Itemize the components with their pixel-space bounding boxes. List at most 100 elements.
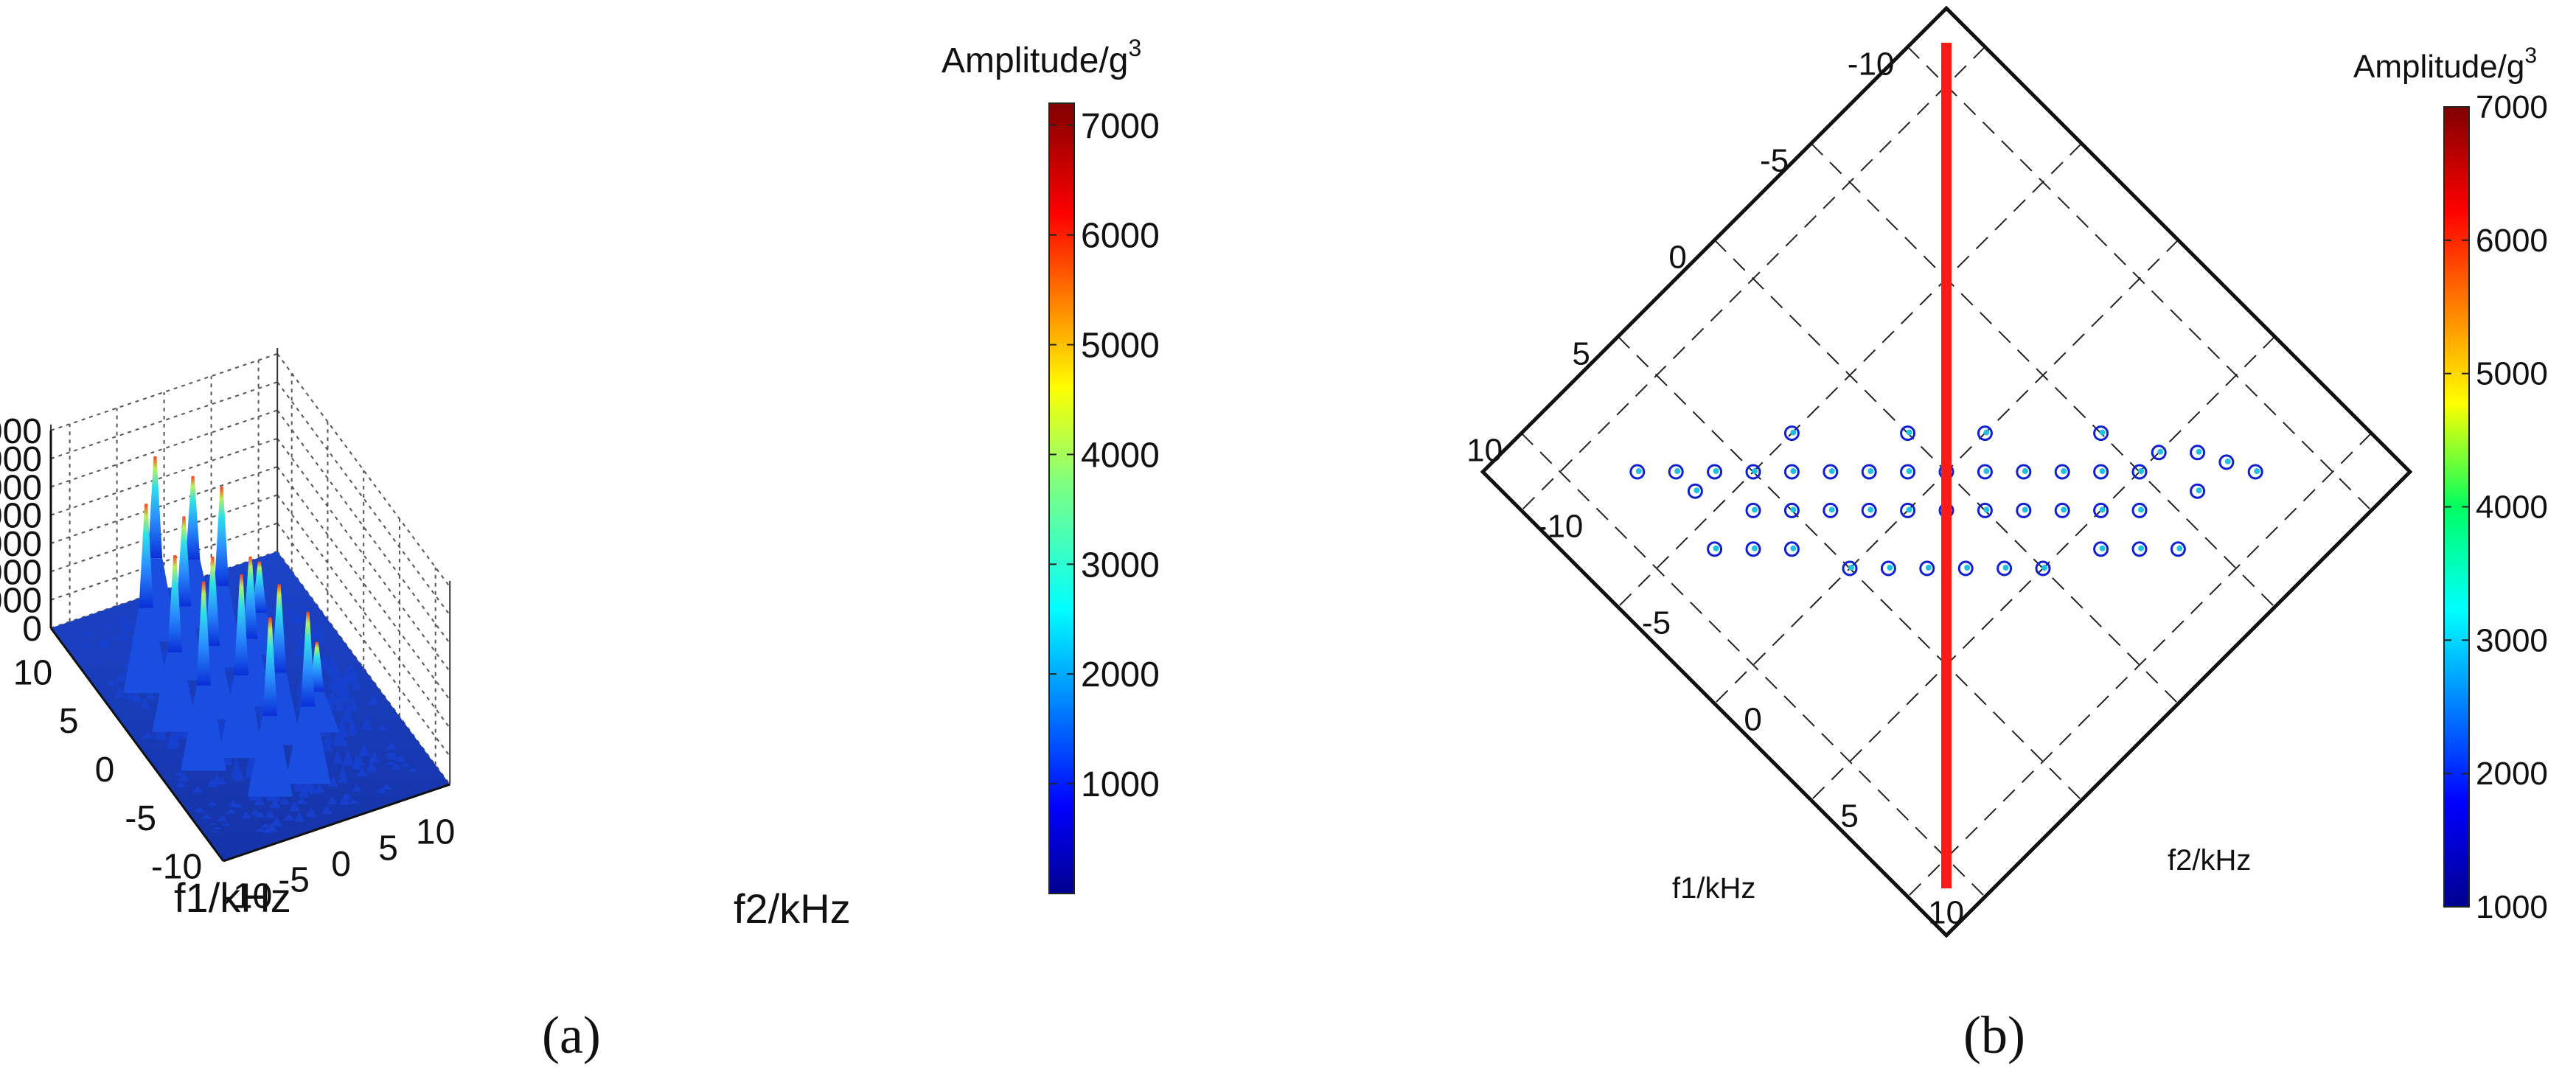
colorbar-a-tick-label: 6000 [1081, 217, 1160, 256]
contour-spot [1861, 502, 1877, 518]
surface-bump [116, 615, 128, 626]
contour-ring [2247, 464, 2263, 480]
surface-plot-panel: 010002000300040005000600070001050-5-10-1… [0, 35, 1160, 1065]
y-tick-label: 0 [331, 845, 351, 884]
contour-spot [1707, 464, 1723, 480]
surface-bump [388, 751, 399, 760]
contour-spot [1977, 425, 1993, 442]
contour-core [2022, 468, 2028, 474]
contour-core [1713, 468, 1719, 474]
colorbar-b-tick-label: 2000 [2476, 756, 2548, 792]
contour-f2-tick-label: -5 [1642, 605, 1671, 641]
surface-bump [348, 798, 359, 804]
panel-b-caption: (b) [1963, 1006, 2025, 1065]
surface-bump [351, 753, 362, 770]
peak-spike [185, 476, 201, 560]
surface-bump [265, 809, 276, 818]
z-tick-label: 1000 [0, 582, 42, 621]
contour-core [2002, 565, 2009, 571]
surface-bump [173, 770, 184, 776]
surface-plot-grid [49, 347, 451, 785]
surface-bump [407, 767, 418, 772]
contour-ring [1687, 483, 1703, 499]
surface-tick-labels: 010002000300040005000600070001050-5-10-1… [0, 412, 455, 916]
contour-ring [1880, 560, 1896, 577]
contour-spot [1745, 502, 1761, 518]
contour-spot [1687, 483, 1703, 499]
surface-bump [175, 781, 187, 788]
contour-ring [1997, 560, 2013, 577]
surface-bump [386, 760, 397, 765]
contour-core [2196, 448, 2202, 455]
panel-a-caption: (a) [542, 1006, 601, 1065]
surface-bump [195, 807, 206, 812]
contour-core [1983, 468, 1990, 474]
surface-bump [330, 661, 341, 678]
peak-spike [176, 516, 192, 607]
peak-spike [139, 504, 153, 608]
surface-bump [327, 796, 338, 804]
y-tick-label: 10 [416, 813, 455, 852]
peak-spike [300, 611, 316, 707]
y-axis-label: f2/kHz [734, 885, 851, 932]
peak-base [152, 652, 198, 732]
colorbar-b-title-text: Amplitude/g [2353, 49, 2524, 85]
surface-bump [271, 816, 282, 826]
surface-bump [321, 805, 333, 815]
contour-core [2224, 458, 2231, 464]
surface-bump [95, 641, 106, 646]
contour-ring [2131, 502, 2148, 518]
z-tick-label: 4000 [0, 497, 42, 536]
contour-spot [1783, 464, 1800, 480]
contour-spots [1629, 425, 2263, 577]
surface-bump [228, 799, 239, 807]
peak-base [123, 607, 169, 693]
surface-bump [106, 679, 117, 686]
surface-bump [376, 787, 387, 794]
surface-bump [361, 716, 372, 731]
contour-spot [2190, 445, 2206, 461]
contour-ring [1823, 464, 1839, 480]
contour-core [1887, 565, 1893, 571]
contour-spot [1997, 560, 2013, 577]
colorbar-a-tick-label: 2000 [1081, 655, 1160, 694]
surface-bump [340, 670, 351, 685]
colorbar-a-title-text: Amplitude/g [941, 41, 1128, 80]
contour-core [1983, 506, 1990, 513]
contour-f2-tick-label: 0 [1744, 701, 1761, 737]
contour-ring [1919, 560, 1935, 577]
contour-ring [1745, 502, 1761, 518]
contour-core [2099, 545, 2106, 551]
contour-core [1752, 506, 1758, 513]
peak-base [218, 675, 265, 758]
surface-bump [395, 754, 406, 762]
contour-spot [2093, 541, 2109, 557]
contour-ring [1629, 464, 1646, 480]
y-tick-label: -5 [278, 861, 310, 900]
contour-spot [1880, 560, 1896, 577]
contour-core [1906, 468, 1912, 474]
surface-bump [284, 812, 295, 821]
contour-ring [1977, 425, 1993, 442]
contour-spot [2054, 502, 2070, 518]
surface-bump [250, 809, 261, 815]
contour-spot [2131, 502, 2148, 518]
surface-bump [255, 812, 266, 818]
surface-bump [212, 826, 223, 829]
x-tick-label: -10 [151, 848, 202, 887]
surface-bump [80, 644, 91, 647]
contour-spot [1900, 502, 1916, 518]
contour-core [2061, 506, 2067, 513]
contour-core [1790, 506, 1797, 513]
contour-spot [2151, 445, 2167, 461]
contour-spot [2016, 502, 2032, 518]
contour-ring [1668, 464, 1684, 480]
y-axis-line [223, 783, 450, 863]
surface-bump [335, 695, 346, 712]
contour-spot [1861, 464, 1877, 480]
contour-ring [2190, 445, 2206, 461]
surface-bump [305, 807, 316, 818]
surface-bump [342, 700, 353, 723]
surface-bump [336, 714, 347, 737]
contour-ring [1842, 560, 1858, 577]
